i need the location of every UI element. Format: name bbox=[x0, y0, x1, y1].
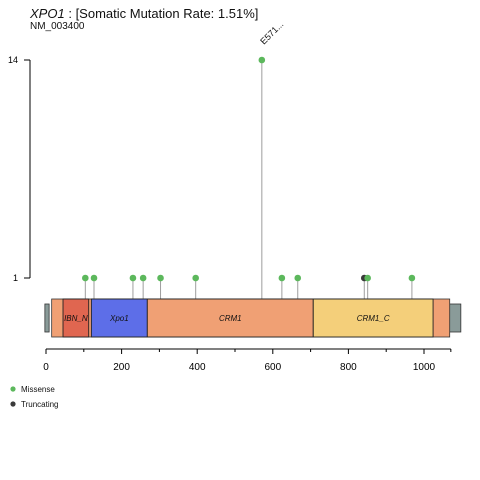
mutation-point bbox=[157, 274, 164, 282]
y-tick-label: 14 bbox=[8, 55, 18, 65]
legend: Missense Truncating bbox=[10, 385, 59, 409]
domain-crm1-c bbox=[312, 298, 434, 338]
mutation-point bbox=[408, 274, 416, 282]
mutation-point bbox=[294, 274, 302, 282]
domain-label: IBN_N bbox=[64, 314, 88, 323]
domain-label: CRM1 bbox=[219, 314, 242, 323]
mutation-rate: [Somatic Mutation Rate: 1.51%] bbox=[75, 6, 259, 21]
domain-label: CRM1_C bbox=[357, 314, 390, 323]
mutation-point bbox=[82, 274, 89, 282]
x-tick-label: 800 bbox=[340, 362, 357, 373]
mutation-point bbox=[278, 274, 286, 282]
n-terminal-cap bbox=[44, 303, 50, 333]
domain-ibn-n bbox=[62, 298, 90, 338]
legend-label-truncating: Truncating bbox=[21, 400, 59, 409]
gene-name: XPO1 bbox=[30, 6, 65, 21]
mutation-heads: E571... bbox=[82, 19, 416, 282]
y-axis: 1 14 bbox=[8, 55, 31, 283]
legend-marker-missense bbox=[10, 386, 16, 392]
mutation-point bbox=[129, 274, 137, 282]
x-tick-label: 600 bbox=[264, 362, 281, 373]
mutation-point bbox=[139, 274, 147, 282]
domain-crm1 bbox=[146, 298, 314, 338]
mutation-point bbox=[192, 274, 199, 282]
x-tick-label: 0 bbox=[43, 362, 49, 373]
x-axis: 0 200 400 600 800 1000 bbox=[43, 348, 452, 373]
mutation-point bbox=[258, 56, 266, 64]
x-tick-label: 400 bbox=[189, 362, 206, 373]
y-tick-label: 1 bbox=[13, 273, 18, 283]
domain-xpo1 bbox=[90, 298, 148, 338]
mutation-stems bbox=[84, 60, 413, 299]
x-tick-label: 1000 bbox=[413, 362, 436, 373]
transcript-id: NM_003400 bbox=[30, 21, 85, 32]
mutation-label: E571... bbox=[258, 19, 285, 46]
mutation-point bbox=[90, 274, 98, 282]
x-tick-label: 200 bbox=[113, 362, 130, 373]
domain-label: Xpo1 bbox=[109, 314, 129, 323]
protein-track: IBN_N Xpo1 CRM1 CRM1_C bbox=[44, 298, 462, 338]
mutation-point bbox=[364, 274, 371, 282]
legend-label-missense: Missense bbox=[21, 385, 55, 394]
title-separator: : bbox=[68, 6, 72, 21]
chart-header: XPO1 : [Somatic Mutation Rate: 1.51%] NM… bbox=[30, 6, 258, 33]
chart-title: XPO1 : [Somatic Mutation Rate: 1.51%] bbox=[30, 6, 258, 21]
legend-marker-truncating bbox=[10, 401, 16, 407]
c-terminal-cap bbox=[448, 303, 462, 333]
